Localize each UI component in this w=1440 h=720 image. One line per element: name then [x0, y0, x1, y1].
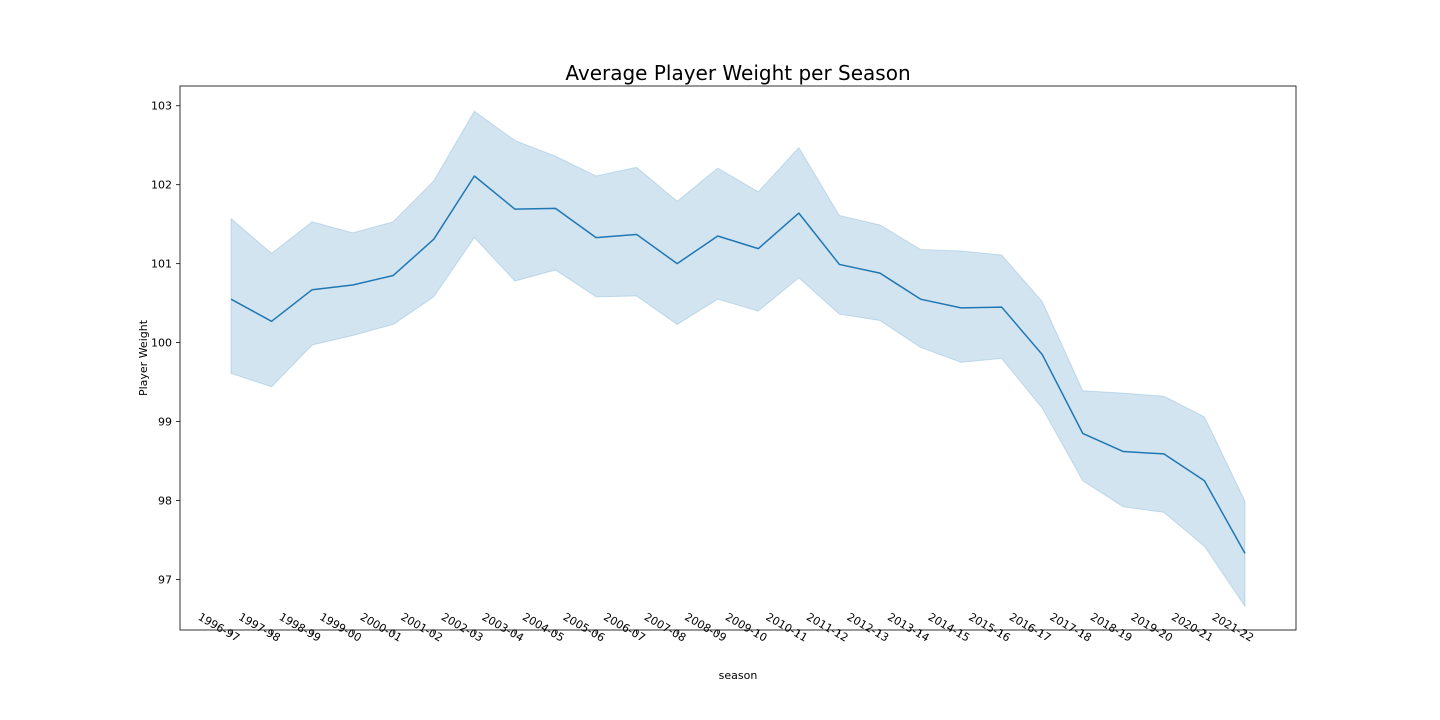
x-tick-label: 2000-01 [358, 610, 404, 644]
y-tick-label: 100 [151, 337, 172, 350]
x-tick-label: 2006-07 [601, 610, 647, 644]
x-tick-label: 2010-11 [764, 610, 810, 644]
x-tick-label: 2003-04 [480, 610, 526, 644]
x-axis-label: season [719, 669, 758, 682]
x-tick-label: 2016-17 [1007, 610, 1053, 644]
x-tick-label: 1997-98 [236, 610, 282, 644]
x-tick-label: 2018-19 [1088, 610, 1134, 644]
x-tick-label: 2001-02 [398, 610, 444, 644]
x-tick-label: 2014-15 [926, 610, 972, 644]
x-tick-label: 2007-08 [642, 610, 688, 644]
plot-area: 97 98 99 100 101 102 103 1996-971997-981998-991… [151, 85, 1297, 645]
x-tick-label: 1999-00 [317, 610, 363, 644]
x-tick-label: 2020-21 [1169, 610, 1215, 644]
series-line [230, 175, 1246, 554]
y-tick-label: 97 [158, 573, 172, 586]
x-tick-label: 2019-20 [1129, 610, 1175, 644]
y-axis-label: Player Weight [137, 319, 150, 396]
x-tick-label: 2008-09 [682, 610, 728, 644]
x-tick-label: 2021-22 [1210, 610, 1256, 644]
y-tick-label: 99 [158, 416, 172, 429]
y-tick-label: 98 [158, 495, 172, 508]
x-tick-label: 2004-05 [520, 610, 566, 644]
y-tick-label: 103 [151, 100, 172, 113]
x-tick-label: 2009-10 [723, 610, 769, 644]
chart-title: Average Player Weight per Season [565, 61, 910, 85]
x-tick-label: 2012-13 [845, 610, 891, 644]
x-tick-label: 1998-99 [277, 610, 323, 644]
x-tick-label: 1996-97 [196, 610, 242, 644]
x-tick-label: 2017-18 [1047, 610, 1093, 644]
x-tick-label: 2002-03 [439, 610, 485, 644]
x-tick-label: 2005-06 [561, 610, 607, 644]
axes-frame [179, 85, 1297, 631]
y-tick-label: 101 [151, 258, 172, 271]
x-tick-label: 2013-14 [885, 610, 931, 644]
y-tick-label: 102 [151, 179, 172, 192]
confidence-band [230, 110, 1246, 608]
x-tick-label: 2015-16 [966, 610, 1012, 644]
x-tick-label: 2011-12 [804, 610, 850, 644]
